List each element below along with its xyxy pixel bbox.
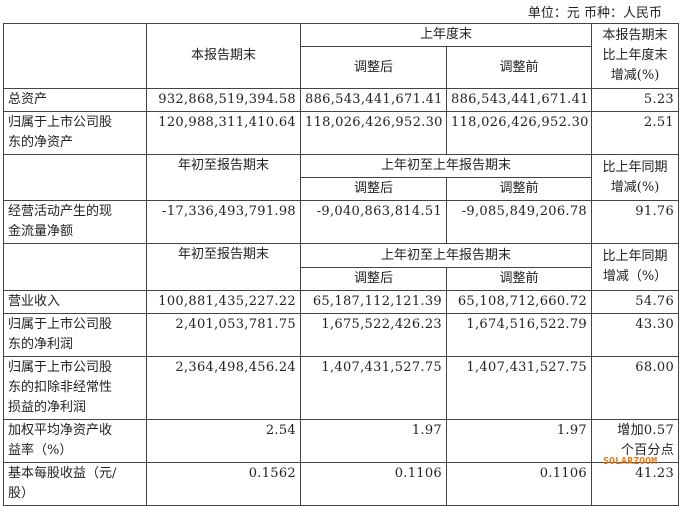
cell-adjusted: -9,040,863,814.51: [300, 200, 447, 244]
cell-before: 1,674,516,522.79: [445, 313, 593, 357]
cell-change: 41.23: [591, 462, 680, 506]
cell-adjusted: 0.1106: [300, 462, 447, 506]
row-label: 归属于上市公司股 东的净资产: [3, 111, 147, 155]
cell-current: 120,988,311,410.64: [146, 111, 301, 155]
header-yoy-change: 比上年同期 增减（%）: [591, 243, 680, 291]
cell-before: 1.97: [445, 419, 593, 463]
cell-current: 100,881,435,227.22: [146, 290, 301, 314]
cell-before: 886,543,441,671.41: [445, 88, 593, 112]
table-row: 归属于上市公司股 东的扣除非经常性 损益的净利润 2,364,498,456.2…: [3, 356, 680, 420]
table-row: 总资产 932,868,519,394.58 886,543,441,671.4…: [3, 88, 680, 112]
table-row: 加权平均净资产收 益率（%） 2.54 1.97 1.97 增加0.57 个百分…: [3, 419, 680, 463]
header-adjusted: 调整后: [300, 46, 447, 89]
cell-change: 68.00: [591, 356, 680, 420]
header-prev-year-end: 上年度末: [299, 23, 593, 47]
header-adjusted: 调整后: [300, 177, 447, 201]
cell-change: 增加0.57 个百分点: [591, 419, 680, 463]
cell-adjusted: 886,543,441,671.41: [300, 88, 447, 112]
cell-before: 0.1106: [445, 462, 593, 506]
cell-current: -17,336,493,791.98: [146, 200, 301, 244]
cell-current: 0.1562: [146, 462, 301, 506]
table-row: 营业收入 100,881,435,227.22 65,187,112,121.3…: [3, 290, 680, 314]
cell-current: 2,364,498,456.24: [146, 356, 301, 420]
unit-currency-note: 单位：元 币种：人民币: [527, 6, 662, 21]
cell-before: 65,108,712,660.72: [445, 290, 593, 314]
solarzoom-watermark: SOLARZOOM: [603, 456, 658, 467]
table-row: 基本每股收益（元/ 股） 0.1562 0.1106 0.1106 41.23: [3, 462, 680, 506]
row-label: 归属于上市公司股 东的扣除非经常性 损益的净利润: [3, 356, 147, 420]
cell-before: -9,085,849,206.78: [445, 200, 593, 244]
row-label: 基本每股收益（元/ 股）: [3, 462, 147, 506]
cell-change: 5.23: [591, 88, 680, 112]
row-label: 经营活动产生的现 金流量净额: [3, 200, 147, 244]
cell-adjusted: 118,026,426,952.30: [300, 111, 447, 155]
header-prev-ytd: 上年初至上年报告期末: [299, 243, 593, 268]
header-before-adjust: 调整前: [445, 46, 593, 89]
header-blank: [3, 154, 147, 201]
header-blank: [3, 243, 147, 291]
header-before-adjust: 调整前: [445, 177, 593, 201]
cell-current: 932,868,519,394.58: [146, 88, 301, 112]
row-label: 归属于上市公司股 东的净利润: [3, 313, 147, 357]
cell-change: 91.76: [591, 200, 680, 244]
table-row: 经营活动产生的现 金流量净额 -17,336,493,791.98 -9,040…: [3, 200, 680, 244]
header-ytd: 年初至报告期末: [146, 154, 301, 201]
row-label: 加权平均净资产收 益率（%）: [3, 419, 147, 463]
header-blank: [3, 23, 147, 89]
cell-adjusted: 1,675,522,426.23: [300, 313, 447, 357]
header-ytd: 年初至报告期末: [146, 243, 301, 291]
cell-change: 2.51: [591, 111, 680, 155]
cell-current: 2,401,053,781.75: [146, 313, 301, 357]
row-label: 总资产: [3, 88, 147, 112]
header-current-period-end: 本报告期末: [146, 23, 301, 89]
cell-change: 43.30: [591, 313, 680, 357]
header-adjusted: 调整后: [300, 267, 447, 291]
header-before-adjust: 调整前: [445, 267, 593, 291]
table-row: 归属于上市公司股 东的净资产 120,988,311,410.64 118,02…: [3, 111, 680, 155]
cell-adjusted: 65,187,112,121.39: [300, 290, 447, 314]
cell-adjusted: 1.97: [300, 419, 447, 463]
financial-data-table: 本报告期末 上年度末 本报告期末 比上年度末 增减(%) 调整后 调整前 总资产…: [3, 23, 680, 506]
cell-change: 54.76: [591, 290, 680, 314]
cell-current: 2.54: [146, 419, 301, 463]
header-prev-ytd: 上年初至上年报告期末: [299, 154, 593, 178]
table-row: 归属于上市公司股 东的净利润 2,401,053,781.75 1,675,52…: [3, 313, 680, 357]
header-yoy-change: 比上年同期 增减(%): [591, 154, 680, 201]
row-label: 营业收入: [3, 290, 147, 314]
header-change-pct: 本报告期末 比上年度末 增减(%): [591, 23, 680, 89]
cell-adjusted: 1,407,431,527.75: [300, 356, 447, 420]
cell-before: 118,026,426,952.30: [445, 111, 593, 155]
cell-before: 1,407,431,527.75: [445, 356, 593, 420]
